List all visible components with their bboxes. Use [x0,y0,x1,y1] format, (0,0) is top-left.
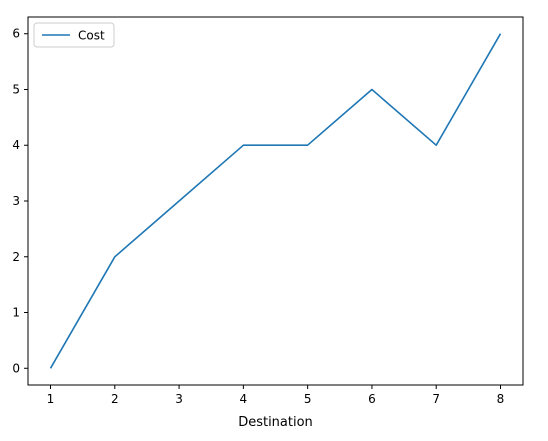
x-axis-label: Destination [238,415,313,430]
y-tick-label: 0 [12,361,20,375]
x-axis: 1 2 3 4 5 6 7 8 [47,385,505,406]
y-tick-label: 1 [12,306,20,320]
y-axis: 0 1 2 3 4 5 6 [12,27,28,375]
plot-area [27,16,524,386]
x-tick-label: 2 [111,392,119,406]
legend-box [33,22,115,48]
x-tick-label: 4 [240,392,248,406]
x-tick-label: 1 [47,392,55,406]
y-tick-label: 6 [12,27,20,41]
series-line-cost [49,33,502,369]
series-layer [49,33,502,369]
legend-label: Cost [78,29,105,43]
plot-frame [27,16,524,386]
x-tick-label: 6 [368,392,376,406]
x-tick-label: 3 [175,392,183,406]
y-tick-label: 5 [12,82,20,96]
x-tick-label: 5 [304,392,312,406]
x-tick-label: 8 [497,392,505,406]
y-tick-label: 2 [12,250,20,264]
y-tick-label: 4 [12,138,20,152]
x-tick-label: 7 [432,392,440,406]
legend: Cost [33,22,115,48]
y-tick-label: 3 [12,194,20,208]
